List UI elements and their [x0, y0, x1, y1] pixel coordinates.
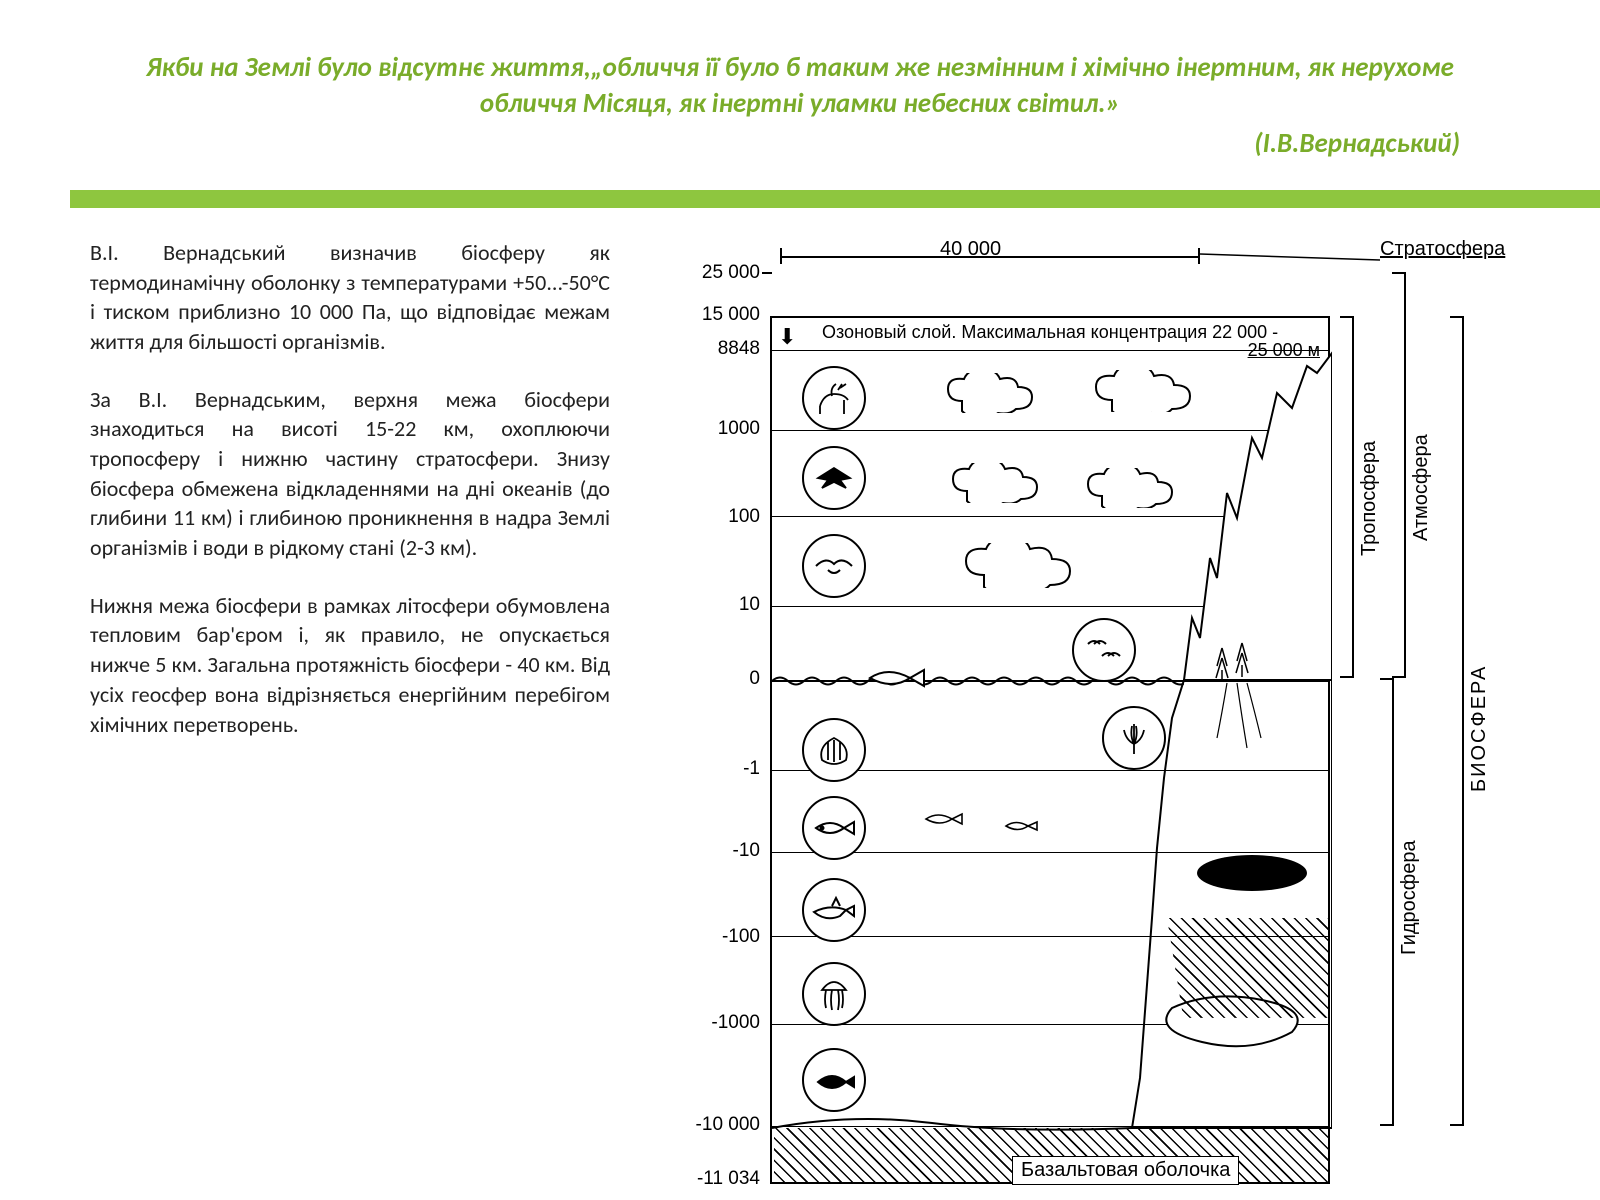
basalt-label: Базальтовая оболочка — [1012, 1156, 1239, 1185]
label-biosphere: БИОСФЕРА — [1468, 618, 1491, 838]
ytick-100: 100 — [680, 506, 760, 528]
stratosphere-label: Стратосфера — [1380, 238, 1505, 261]
surface-fish-icon — [862, 663, 942, 693]
cloud-icon — [942, 373, 1062, 413]
quote-text: Якби на Землі було відсутнє життя,„облич… — [130, 50, 1470, 123]
stratosphere-leader — [1200, 244, 1380, 274]
paragraph-2: За В.І. Вернадським, верхня межа біосфер… — [90, 385, 610, 563]
ytick-n1000: -1000 — [680, 1012, 760, 1034]
cloud-icon — [947, 463, 1067, 503]
ytick-0: 0 — [680, 668, 760, 690]
organism-shell-icon — [802, 718, 866, 782]
small-fish-icon — [922, 808, 982, 830]
ytick-15000: 15 000 — [680, 304, 760, 326]
organism-eagle-icon — [802, 446, 866, 510]
top-scale-tick-l — [780, 248, 782, 264]
ytick-n100: -100 — [680, 926, 760, 948]
tick — [762, 272, 772, 274]
cloud-icon — [1082, 468, 1202, 508]
label-hydrosphere: Гидросфера — [1398, 798, 1421, 998]
small-fish-icon — [1002, 816, 1052, 836]
label-troposphere: Тропосфера — [1358, 398, 1381, 598]
biosphere-diagram: 40 000 Стратосфера 25 000 15 000 8848 10… — [640, 238, 1540, 1198]
organism-fish-icon — [802, 796, 866, 860]
content-row: В.І. Вернадський визначив біосферу як те… — [0, 238, 1600, 1198]
organism-anemone-icon — [1102, 706, 1166, 770]
paragraph-3: Нижня межа біосфери в рамках літосфери о… — [90, 591, 610, 739]
organism-jellyfish-icon — [802, 962, 866, 1026]
ytick-n10000: -10 000 — [670, 1114, 760, 1136]
organism-shark-icon — [802, 878, 866, 942]
quote-attribution: (І.В.Вернадський) — [130, 127, 1470, 160]
organism-goat-icon — [802, 366, 866, 430]
diagram-column: 40 000 Стратосфера 25 000 15 000 8848 10… — [630, 238, 1550, 1198]
ytick-10: 10 — [680, 594, 760, 616]
label-atmosphere: Атмосфера — [1410, 388, 1433, 588]
ytick-n1: -1 — [680, 758, 760, 780]
header-quote-block: Якби на Землі було відсутнє життя,„облич… — [0, 0, 1600, 180]
organism-deepfish-icon — [802, 1048, 866, 1112]
cloud-icon — [962, 543, 1112, 588]
ytick-25000: 25 000 — [680, 262, 760, 284]
ytick-n10: -10 — [680, 840, 760, 862]
bracket-hydrosphere — [1380, 678, 1394, 1126]
top-scale-line — [780, 256, 1200, 258]
organism-gull-icon — [802, 534, 866, 598]
bracket-atmosphere — [1392, 272, 1406, 678]
cloud-icon — [1092, 370, 1222, 412]
ytick-8848: 8848 — [680, 338, 760, 360]
ytick-n11034: -11 034 — [670, 1168, 760, 1190]
paragraph-1: В.І. Вернадський визначив біосферу як те… — [90, 238, 610, 357]
organism-birds-icon — [1072, 618, 1136, 682]
text-column: В.І. Вернадський визначив біосферу як те… — [90, 238, 610, 1198]
ytick-1000: 1000 — [680, 418, 760, 440]
bracket-troposphere — [1340, 316, 1354, 678]
bracket-biosphere — [1450, 316, 1464, 1126]
slope-hatch — [1167, 918, 1330, 1018]
diagram-main-box: ⬇ Озоновый слой. Максимальная концентрац… — [770, 316, 1330, 1184]
accent-bar — [70, 190, 1600, 208]
